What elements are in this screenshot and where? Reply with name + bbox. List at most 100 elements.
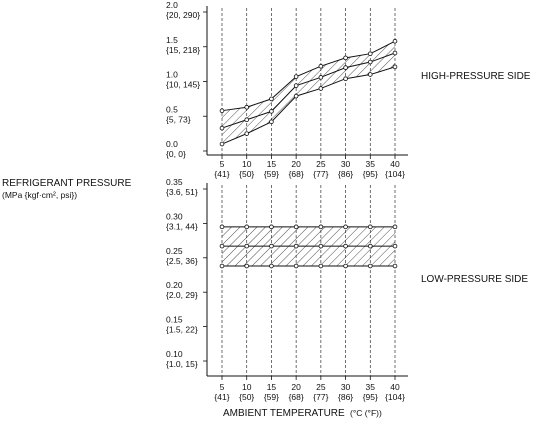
high-data-point <box>392 64 398 70</box>
y-axis-unit: (MPa {kgf·cm², psi}) <box>2 190 77 200</box>
high-range-band <box>222 41 395 145</box>
high-data-point <box>219 141 225 147</box>
high-y-tick-label: 0.5 <box>166 104 178 114</box>
low-y-tick-label: 0.25 <box>166 246 183 256</box>
low-data-point <box>392 243 398 249</box>
low-y-tick-label: 0.30 <box>166 211 183 221</box>
high-x-tick-sublabel: {104} <box>385 169 405 179</box>
high-x-tick-sublabel: {41} <box>214 169 229 179</box>
low-x-tick-label: 15 <box>267 382 277 392</box>
low-x-tick-sublabel: {77} <box>313 392 328 402</box>
low-data-point <box>293 263 299 269</box>
low-y-tick-label: 0.35 <box>166 177 183 187</box>
high-x-tick-sublabel: {50} <box>239 169 254 179</box>
low-y-tick-label: 0.20 <box>166 280 183 290</box>
high-data-point <box>219 108 225 113</box>
low-x-tick-label: 10 <box>242 382 252 392</box>
high-data-point <box>244 131 250 136</box>
high-x-tick-label: 5 <box>220 159 225 169</box>
high-x-tick-label: 30 <box>341 159 351 169</box>
high-y-tick-sublabel: {15, 218} <box>166 45 200 55</box>
high-data-point <box>269 119 274 125</box>
high-data-point <box>269 109 274 114</box>
high-data-point <box>367 59 373 65</box>
low-pressure-panel: 0.35{3.6, 51} 0.30{3.1, 44} 0.25{2.5, 36} 0… <box>166 177 408 402</box>
low-x-tick-sublabel: {95} <box>363 392 378 402</box>
low-data-point <box>219 224 225 230</box>
low-x-tick-sublabel: {41} <box>214 392 229 402</box>
high-x-tick-sublabel: {68} <box>289 169 304 179</box>
low-data-point <box>244 243 250 249</box>
low-x-tick-sublabel: {86} <box>338 392 353 402</box>
low-data-point <box>293 224 299 230</box>
high-data-point <box>343 55 348 61</box>
low-data-point <box>219 243 225 249</box>
low-data-point <box>269 263 274 269</box>
high-data-point <box>392 50 398 56</box>
high-y-tick-label: 2.0 <box>166 0 178 10</box>
low-data-point <box>392 263 398 269</box>
low-data-point <box>343 224 348 230</box>
low-y-tick-sublabel: {1.0, 15} <box>166 359 198 369</box>
high-x-tick-label: 10 <box>242 159 252 169</box>
high-series-line <box>221 66 396 145</box>
high-data-point <box>269 96 274 102</box>
low-x-tick-label: 25 <box>316 382 326 392</box>
high-data-point <box>318 86 324 91</box>
low-data-point <box>343 263 348 269</box>
high-data-point <box>367 51 373 56</box>
low-data-point <box>392 224 398 230</box>
low-x-tick-label: 30 <box>341 382 351 392</box>
low-data-point <box>244 224 250 230</box>
high-data-point <box>318 75 324 80</box>
low-x-tick-sublabel: {104} <box>385 392 405 402</box>
high-y-tick-label: 1.0 <box>166 70 178 80</box>
low-data-point <box>343 243 348 249</box>
low-data-point <box>318 224 324 230</box>
high-x-tick-sublabel: {59} <box>264 169 279 179</box>
high-x-tick-label: 35 <box>366 159 376 169</box>
low-y-tick-sublabel: {3.6, 51} <box>166 187 198 197</box>
x-axis-title: AMBIENT TEMPERATURE <box>223 408 345 419</box>
low-y-tick-label: 0.15 <box>166 315 183 325</box>
low-data-point <box>219 263 225 269</box>
x-axis-unit: (°C (°F)) <box>350 408 382 418</box>
high-data-point <box>392 38 398 44</box>
low-pressure-side-label: LOW-PRESSURE SIDE <box>421 274 528 285</box>
high-data-point <box>293 74 299 79</box>
high-data-point <box>293 83 299 88</box>
high-y-tick-label: 1.5 <box>166 35 178 45</box>
x-axis-title-group: AMBIENT TEMPERATURE (°C (°F)) <box>223 408 382 419</box>
low-x-tick-label: 5 <box>220 382 225 392</box>
low-data-point <box>367 243 373 249</box>
high-x-tick-label: 40 <box>390 159 400 169</box>
high-y-tick-sublabel: {10, 145} <box>166 80 200 90</box>
low-data-point <box>244 263 250 269</box>
low-x-tick-label: 20 <box>291 382 301 392</box>
low-x-tick-sublabel: {59} <box>264 392 279 402</box>
high-series-line <box>221 52 396 129</box>
low-x-tick-sublabel: {68} <box>289 392 304 402</box>
low-y-tick-sublabel: {1.5, 22} <box>166 325 198 335</box>
low-data-point <box>318 263 324 269</box>
high-x-tick-label: 15 <box>267 159 277 169</box>
high-x-tick-sublabel: {86} <box>338 169 353 179</box>
high-pressure-panel: 2.0{20, 290} 1.5{15, 218} 1.0{10, 145} 0.5 {… <box>166 0 408 179</box>
high-x-tick-sublabel: {95} <box>363 169 378 179</box>
low-y-tick-sublabel: {2.0, 29} <box>166 290 198 300</box>
high-y-tick-sublabel: {20, 290} <box>166 10 200 20</box>
high-x-tick-sublabel: {77} <box>313 169 328 179</box>
low-data-point <box>367 263 373 269</box>
low-y-tick-sublabel: {2.5, 36} <box>166 256 198 266</box>
low-data-point <box>269 224 274 230</box>
high-y-tick-sublabel: {0, 0} <box>166 149 186 159</box>
low-data-point <box>269 243 274 249</box>
low-data-point <box>318 243 324 249</box>
high-data-point <box>343 76 348 82</box>
high-data-point <box>293 93 299 99</box>
low-data-point <box>367 224 373 230</box>
low-x-tick-label: 35 <box>366 382 376 392</box>
high-pressure-side-label: HIGH-PRESSURE SIDE <box>421 71 531 82</box>
high-data-point <box>244 117 250 123</box>
